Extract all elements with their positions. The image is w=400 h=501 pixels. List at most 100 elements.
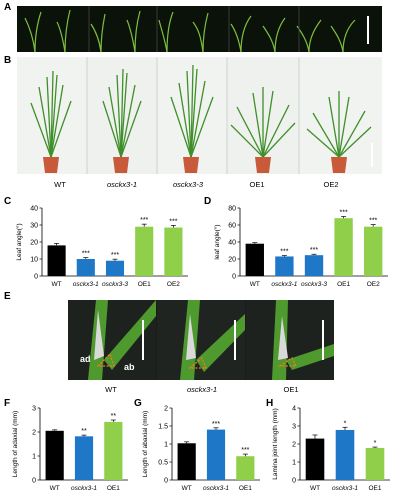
chart-lamina-joint-length: 0 1 2 3 4 Lamina joint length (mm) WT * osckx3-1… (270, 402, 394, 501)
significance-mark: *** (241, 447, 249, 454)
significance-mark: *** (369, 218, 377, 225)
chart-H-svg: 0 1 2 3 4 Lamina joint length (mm) WT * osckx3-1… (272, 406, 390, 492)
y-tick-label: 40 (228, 240, 236, 247)
x-tick-label: osckx3-3 (102, 281, 128, 288)
significance-mark: *** (140, 217, 148, 224)
bar (206, 429, 226, 480)
seedlings-illustration (24, 6, 356, 52)
chart-leaf-angle-seedling: 0 10 20 30 40 Leaf angle(°) WT *** osckx3-1 *** os… (14, 200, 194, 297)
chart-C-svg: 0 10 20 30 40 Leaf angle(°) WT *** osckx3-1 *** os… (15, 206, 188, 288)
abaxial-label: ab (124, 362, 135, 372)
y-tick-label: 2 (32, 430, 36, 437)
y-axis-label: Leaf angle(°) (15, 223, 23, 260)
y-tick-label: 1 (164, 442, 168, 449)
bar (135, 226, 154, 276)
significance-mark: *** (169, 218, 177, 225)
panel-letter-h: H (266, 398, 274, 409)
x-tick-label: WT (50, 485, 60, 492)
x-tick-label: osckx3-3 (301, 281, 327, 288)
y-tick-label: 1 (32, 454, 36, 461)
y-tick-label: 80 (228, 206, 236, 213)
x-tick-label: osckx3-1 (73, 281, 99, 288)
significance-mark: ** (81, 428, 87, 435)
x-tick-label: OE1 (368, 485, 381, 492)
y-tick-label: 0 (164, 478, 168, 485)
y-tick-label: 20 (228, 257, 236, 264)
x-tick-label: osckx3-1 (71, 485, 97, 492)
significance-mark: *** (340, 210, 348, 217)
bar (105, 260, 125, 276)
y-tick-label: 10 (30, 257, 38, 264)
panel-letter-d: D (204, 196, 212, 207)
chart-D-svg: 0 20 40 60 80 leaf angle(°) WT *** osckx3-1 *** os… (213, 206, 388, 288)
panel-letter-a: A (4, 2, 12, 13)
y-tick-label: 1.5 (158, 424, 168, 431)
panel-letter-f: F (4, 398, 11, 409)
bar (47, 245, 66, 276)
significance-mark: *** (280, 249, 288, 256)
genotype-label-e-wt: WT (105, 385, 117, 394)
significance-mark: ** (111, 413, 117, 420)
y-tick-label: 40 (30, 206, 38, 213)
x-tick-label: osckx3-1 (332, 485, 358, 492)
y-tick-label: 0 (34, 274, 38, 281)
y-tick-label: 1 (292, 460, 296, 467)
significance-mark: * (374, 440, 377, 447)
x-tick-label: OE1 (337, 281, 350, 288)
x-tick-label: OE1 (107, 485, 120, 492)
y-tick-label: 0 (292, 478, 296, 485)
x-tick-label: WT (52, 281, 62, 288)
x-tick-label: OE1 (239, 485, 252, 492)
panel-letter-g: G (134, 398, 142, 409)
x-tick-label: WT (310, 485, 320, 492)
x-tick-label: WT (250, 281, 260, 288)
y-tick-label: 0 (32, 478, 36, 485)
chart-G-svg: 0 0.5 1 1.5 2 Length of abaxial (mm) WT *** osck… (142, 406, 260, 492)
genotype-label-e-oe1: OE1 (283, 385, 299, 394)
panel-letter-b: B (4, 55, 12, 66)
lamina-joint-photo: ad ab (68, 300, 334, 380)
y-tick-label: 0 (232, 274, 236, 281)
x-tick-label: WT (182, 485, 192, 492)
bar (236, 456, 255, 480)
bar (364, 226, 383, 276)
bar (104, 421, 123, 480)
seedlings-photo (17, 6, 382, 52)
bar (304, 255, 324, 276)
genotype-label-oe2: OE2 (323, 180, 339, 189)
chart-abaxial-length: 0 0.5 1 1.5 2 Length of abaxial (mm) WT *** osck… (140, 402, 264, 501)
significance-mark: *** (310, 247, 318, 254)
y-axis-label: leaf angle(°) (213, 224, 221, 259)
bar (177, 443, 196, 480)
bar (334, 218, 353, 276)
y-tick-label: 20 (30, 240, 38, 247)
scale-bar-a (367, 16, 369, 44)
chart-leaf-angle-mature: 0 20 40 60 80 leaf angle(°) WT *** osckx3-1 *** os… (212, 200, 394, 297)
x-tick-label: osckx3-1 (271, 281, 297, 288)
x-tick-label: OE2 (367, 281, 380, 288)
bar (245, 243, 264, 276)
bar (74, 436, 94, 480)
lamina-joint-illustration (68, 300, 334, 380)
y-axis-label: Lamina joint length (mm) (272, 408, 279, 480)
adult-plants-photo (17, 57, 382, 174)
significance-mark: *** (212, 421, 220, 428)
significance-mark: *** (82, 251, 90, 258)
plants-illustration (17, 57, 382, 174)
x-tick-label: osckx3-1 (203, 485, 229, 492)
y-tick-label: 3 (32, 406, 36, 413)
genotype-label-wt: WT (54, 180, 66, 189)
significance-mark: * (344, 420, 347, 427)
bar (365, 447, 385, 480)
genotype-label-e-osckx3-1: osckx3-1 (186, 385, 217, 394)
bar (305, 438, 325, 480)
y-axis-label: Length of adaxial (mm) (12, 411, 19, 477)
genotype-label-osckx3-1: osckx3-1 (106, 180, 137, 189)
y-tick-label: 60 (228, 223, 236, 230)
bar (45, 430, 64, 480)
bar (275, 256, 294, 276)
genotype-label-oe1: OE1 (249, 180, 265, 189)
y-tick-label: 2 (164, 406, 168, 413)
x-tick-label: OE1 (138, 281, 151, 288)
bar (164, 227, 183, 276)
